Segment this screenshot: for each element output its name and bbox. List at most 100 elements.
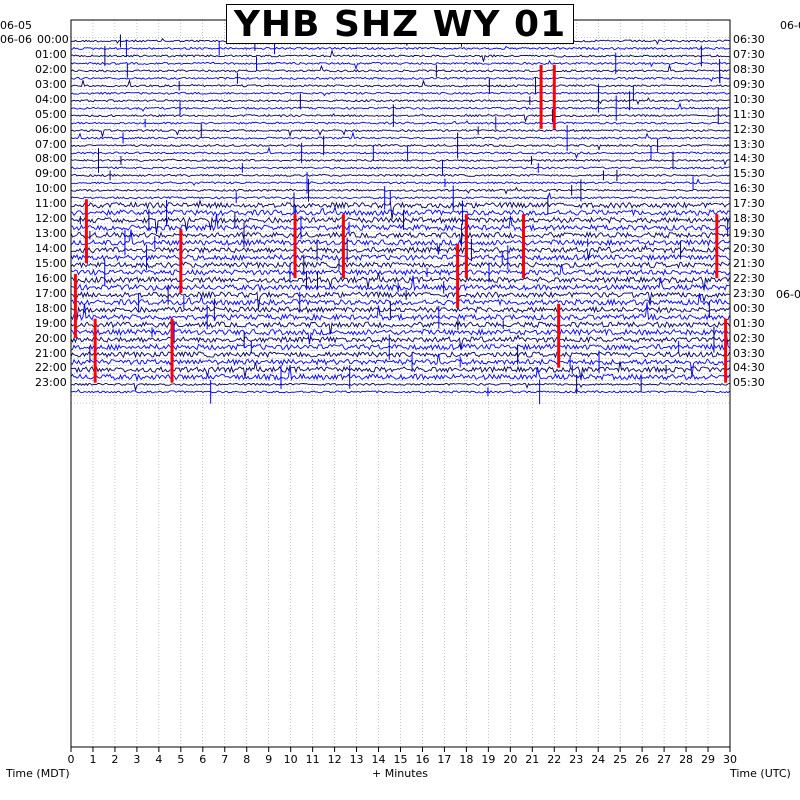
left-hour-label: 02:00 [35, 62, 67, 76]
trace-line [70, 48, 730, 62]
right-hour-label: 08:30 [733, 62, 765, 76]
seismic-traces [70, 31, 730, 405]
right-hour-label: 11:30 [733, 107, 765, 121]
clip-event-mark [539, 64, 543, 129]
x-axis-ticks [70, 747, 731, 752]
x-tick-label: 3 [133, 753, 141, 766]
right-hour-label: 07:30 [733, 47, 765, 61]
x-tick-label: 9 [265, 753, 273, 766]
trace-line [70, 214, 730, 232]
right-hour-label: 00:30 [733, 301, 765, 315]
x-tick-label: 17 [437, 753, 452, 766]
trace-line [70, 143, 730, 151]
left-hour-label: 14:00 [35, 242, 67, 256]
trace-line [70, 186, 730, 195]
trace-line [70, 302, 730, 322]
x-tick-label: 16 [415, 753, 430, 766]
trace-line [70, 178, 730, 186]
trace-line [70, 290, 730, 310]
right-hour-label: 12:30 [733, 122, 765, 136]
x-tick-label: 8 [243, 753, 251, 766]
trace-line [70, 216, 730, 234]
trace-line [70, 381, 730, 392]
right-date-change: 06-0 [776, 287, 800, 301]
x-tick-label: 21 [525, 753, 540, 766]
right-axis-label: Time (UTC) [730, 767, 791, 780]
left-hour-label: 19:00 [35, 316, 67, 330]
x-tick-label: 1 [89, 753, 97, 766]
left-hour-label: 05:00 [35, 107, 67, 121]
clip-event-mark [179, 229, 183, 294]
right-hour-label: 22:30 [733, 271, 765, 285]
x-tick-label: 26 [635, 753, 650, 766]
x-tick-label: 18 [459, 753, 474, 766]
right-hour-label: 15:30 [733, 167, 765, 181]
right-hour-label: 09:30 [733, 77, 765, 91]
right-hour-label: 05:30 [733, 376, 765, 390]
x-tick-label: 28 [679, 753, 694, 766]
left-hour-label: 23:00 [35, 376, 67, 390]
right-hour-label: 20:30 [733, 242, 765, 256]
x-tick-label: 27 [657, 753, 672, 766]
trace-line [70, 173, 730, 177]
left-hour-label: 01:00 [35, 47, 67, 61]
trace-line [70, 79, 730, 88]
trace-line [70, 191, 730, 200]
left-hour-label: 10:00 [35, 182, 67, 196]
clip-event-mark [73, 273, 77, 338]
left-hour-label: 00:00 [37, 33, 69, 46]
x-tick-label: 12 [327, 753, 342, 766]
right-hour-label: 21:30 [733, 256, 765, 270]
x-tick-label: 25 [613, 753, 628, 766]
left-hour-label: 16:00 [35, 271, 67, 285]
trace-line [70, 128, 730, 139]
right-hour-label: 03:30 [733, 346, 765, 360]
trace-line [70, 198, 730, 220]
x-tick-label: 7 [221, 753, 229, 766]
trace-line [70, 305, 730, 320]
trace-line [70, 64, 730, 73]
trace-line [70, 91, 730, 97]
x-tick-label: 11 [305, 753, 320, 766]
clip-event-mark [715, 214, 719, 279]
clip-event-mark [522, 214, 526, 279]
trace-line [70, 328, 730, 345]
x-tick-label: 2 [111, 753, 119, 766]
trace-line [70, 350, 730, 359]
clip-event-mark [724, 318, 728, 383]
trace-line [70, 158, 730, 166]
x-tick-label: 10 [283, 753, 298, 766]
clip-event-mark [170, 318, 174, 383]
left-hour-label: 17:00 [35, 286, 67, 300]
x-tick-label: 22 [547, 753, 562, 766]
x-tick-label: 24 [591, 753, 606, 766]
clip-event-mark [93, 318, 97, 383]
left-axis-label: Time (MDT) [6, 767, 70, 780]
left-hour-label: 06:00 [35, 122, 67, 136]
right-hour-label: 06:30 [733, 33, 765, 46]
right-hour-label: 14:30 [733, 152, 765, 166]
x-tick-label: 30 [723, 753, 737, 766]
x-tick-label: 14 [371, 753, 386, 766]
right-hour-label: 02:30 [733, 331, 765, 345]
trace-line [70, 387, 730, 394]
trace-line [70, 45, 730, 51]
trace-line [70, 131, 730, 140]
right-hour-label: 13:30 [733, 137, 765, 151]
trace-line [70, 205, 730, 217]
left-hour-label: 09:00 [35, 167, 67, 181]
right-hour-label: 18:30 [733, 212, 765, 226]
left-hour-label: 15:00 [35, 256, 67, 270]
trace-line [70, 97, 730, 105]
right-hour-label: 19:30 [733, 227, 765, 241]
x-tick-label: 4 [155, 753, 163, 766]
x-tick-label: 29 [701, 753, 716, 766]
right-hour-label: 10:30 [733, 92, 765, 106]
x-tick-label: 20 [503, 753, 518, 766]
x-tick-label: 15 [393, 753, 408, 766]
trace-line [70, 365, 730, 382]
trace-line [70, 76, 730, 82]
x-tick-label: 19 [481, 753, 496, 766]
